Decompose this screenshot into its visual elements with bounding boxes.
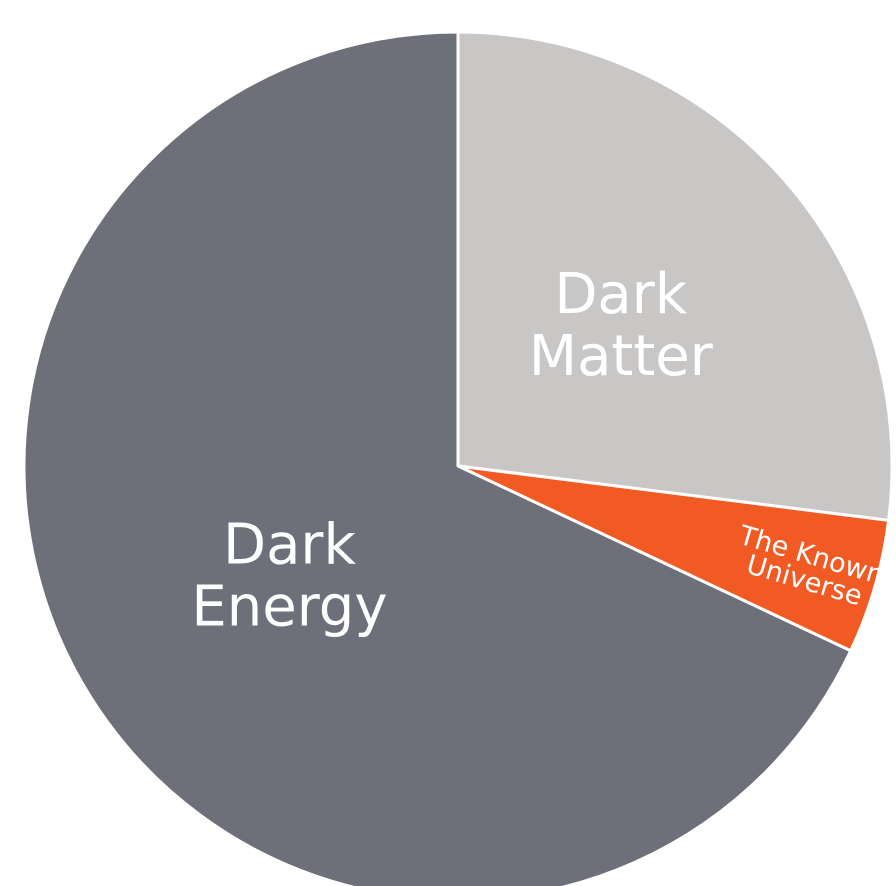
pie-labels: Dark Matter The KnownUniverse Dark Energy <box>191 262 887 639</box>
slice-dark-energy <box>22 30 853 886</box>
label-dark-matter: Dark Matter <box>529 262 714 389</box>
label-dark-energy: Dark Energy <box>191 513 387 640</box>
slice-dark-matter <box>456 30 894 522</box>
label-known-universe: The KnownUniverse <box>727 520 887 617</box>
pie-slices <box>22 30 894 886</box>
